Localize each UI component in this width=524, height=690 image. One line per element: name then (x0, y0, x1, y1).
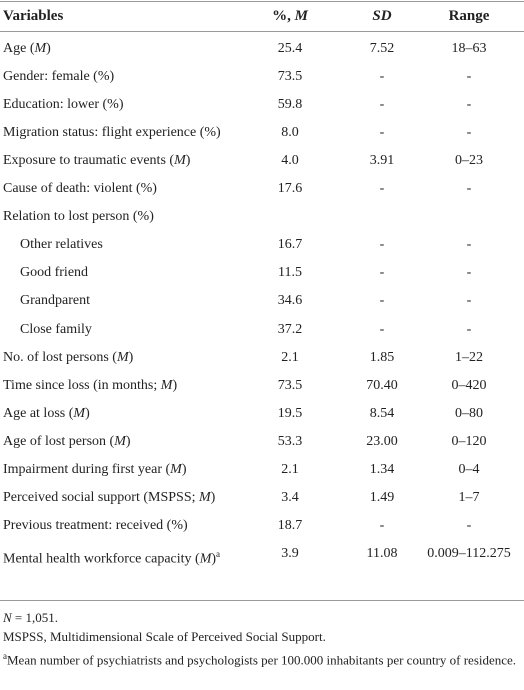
cell-value: 17.6 (277, 181, 303, 197)
cell-value: 0–120 (451, 433, 487, 449)
note-marker: a (3, 651, 7, 661)
header-cell: Variables (3, 8, 64, 24)
row-label: Close family (20, 321, 92, 337)
header-rule (0, 31, 524, 32)
cell-value: 3.91 (369, 153, 395, 169)
cell-value: 8.54 (369, 405, 395, 421)
row-label: Relation to lost person (%) (3, 209, 154, 225)
cell-value: 59.8 (277, 97, 303, 113)
bottom-rule (0, 600, 524, 601)
cell-value: 2.1 (281, 349, 299, 365)
cell-value: 18–63 (451, 41, 487, 56)
cell-value: 11.5 (278, 265, 302, 281)
cell-value: 1.34 (369, 461, 395, 477)
cell-value: - (379, 293, 385, 309)
cell-value: 3.4 (281, 489, 299, 505)
cell-value: 1–7 (458, 489, 480, 505)
footnote: MSPSS, Multidimensional Scale of Perceiv… (3, 629, 326, 644)
cell-value: - (379, 181, 385, 197)
cell-value: - (379, 265, 385, 281)
cell-value: - (466, 69, 472, 85)
cell-value: 37.2 (277, 321, 303, 337)
cell-value: 73.5 (277, 377, 303, 393)
cell-value: - (466, 237, 472, 253)
row-label: Cause of death: violent (%) (3, 181, 157, 197)
note-text: Mean number of psychiatrists and psychol… (7, 652, 517, 668)
row-label: Education: lower (%) (3, 97, 124, 113)
cell-value: - (466, 265, 472, 281)
cell-value: 25.4 (277, 41, 303, 56)
note-marker: a (216, 548, 221, 559)
cell-value: 18.7 (277, 517, 303, 533)
cell-value: 19.5 (277, 405, 303, 421)
cell-value: 4.0 (281, 153, 299, 169)
cell-value: 0–420 (451, 377, 487, 393)
cell-value: - (379, 69, 385, 85)
row-label: Impairment during first year (M) (3, 461, 187, 477)
header-cell: %, M (272, 8, 308, 24)
row-label: Age of lost person (M) (3, 433, 131, 449)
cell-value: - (379, 97, 385, 113)
footnote: N = 1,051. (3, 610, 59, 625)
cell-value: - (466, 293, 472, 309)
cell-value: 53.3 (277, 433, 303, 449)
cell-value: 2.1 (281, 461, 299, 477)
cell-value: 0–23 (455, 153, 483, 169)
row-label: Grandparent (20, 293, 90, 309)
cell-value: - (379, 237, 385, 253)
row-label: Gender: female (%) (3, 69, 115, 85)
row-label: Previous treatment: received (%) (3, 517, 188, 533)
row-label: Time since loss (in months; M) (3, 377, 178, 393)
cell-value: 34.6 (277, 293, 303, 309)
cell-value: 1.49 (369, 489, 395, 505)
cell-value: - (379, 517, 385, 533)
top-rule (0, 1, 524, 2)
row-label: Age at loss (M) (3, 405, 90, 421)
cell-value: 3.9 (281, 545, 299, 561)
cell-value: 73.5 (277, 69, 303, 85)
cell-value: 0.009–112.275 (427, 545, 511, 561)
row-label: No. of lost persons (M) (3, 349, 134, 365)
cell-value: 16.7 (277, 237, 303, 253)
cell-value: 23.00 (366, 433, 398, 449)
footnote: aMean number of psychiatrists and psycho… (3, 647, 518, 669)
row-label: Age (M) (3, 41, 51, 56)
cell-value: 8.0 (281, 125, 299, 141)
cell-value: 7.52 (369, 41, 395, 56)
cell-value: 1–22 (455, 349, 483, 365)
row-label: Good friend (20, 265, 89, 281)
cell-value: - (466, 321, 472, 337)
row-label: Other relatives (20, 237, 103, 253)
header-cell: SD (372, 8, 392, 24)
cell-value: - (379, 321, 385, 337)
row-label: Perceived social support (MSPSS; M) (3, 489, 216, 505)
row-label: Mental health workforce capacity (M)a (3, 548, 221, 567)
row-label: Exposure to traumatic events (M) (3, 153, 191, 169)
cell-value: - (379, 125, 385, 141)
cell-value: 0–4 (458, 461, 480, 477)
cell-value: - (466, 125, 472, 141)
row-label: Migration status: flight experience (%) (3, 125, 221, 141)
cell-value: - (466, 517, 472, 533)
header-cell: Range (448, 8, 490, 24)
cell-value: 11.08 (366, 545, 398, 561)
cell-value: - (466, 97, 472, 113)
cell-value: 1.85 (369, 349, 395, 365)
cell-value: - (466, 181, 472, 197)
cell-value: 0–80 (455, 405, 483, 421)
cell-value: 70.40 (366, 377, 398, 393)
